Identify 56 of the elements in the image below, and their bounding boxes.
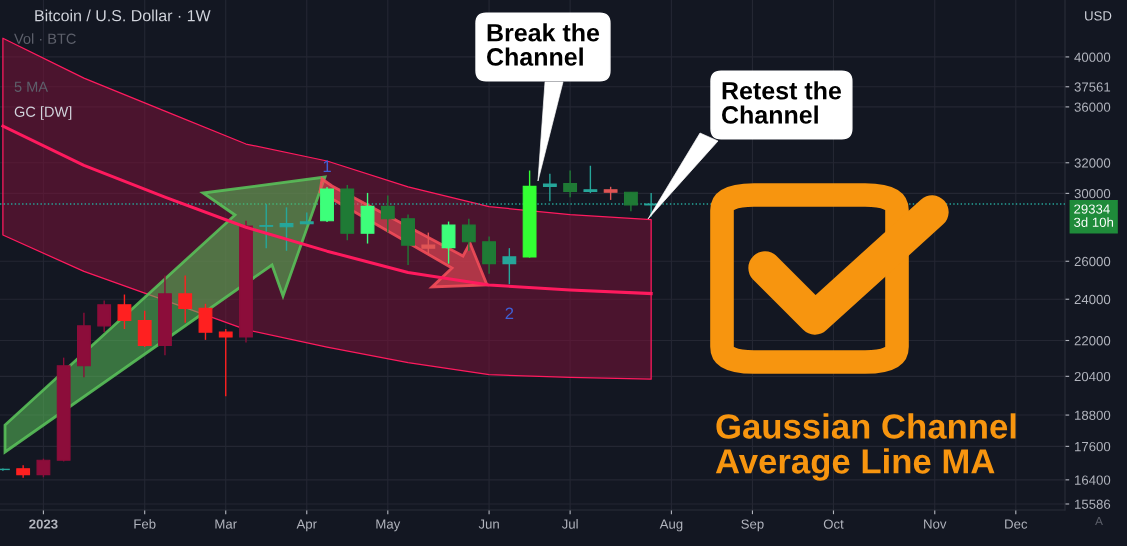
candlestick — [542, 173, 557, 203]
annotation: 2 — [505, 307, 514, 320]
y-tick-label: 40000 — [1074, 52, 1111, 62]
x-tick-label: 2023 — [29, 519, 58, 529]
annotation: 5 MA — [14, 81, 49, 92]
candlestick — [421, 231, 436, 255]
x-tick-label: Jun — [478, 519, 499, 529]
y-tick-label: 18800 — [1075, 410, 1111, 420]
annotation: GC [DW] — [14, 106, 72, 120]
y-tick-label: 30000 — [1074, 188, 1111, 199]
line-series — [1, 124, 653, 296]
annotation: Break the Channel — [487, 23, 600, 66]
candlestick — [623, 191, 638, 212]
candlestick — [117, 293, 132, 330]
candlestick — [178, 274, 193, 324]
y-tick-label: 26000 — [1074, 256, 1111, 267]
x-tick-label: May — [376, 519, 401, 532]
candlestick — [97, 299, 112, 333]
text: A — [1095, 516, 1103, 526]
candlestick — [502, 247, 517, 285]
x-tick-label: Sep — [741, 519, 764, 532]
x-tick-label: Mar — [215, 519, 237, 529]
text: USD — [1085, 11, 1112, 21]
x-tick-label: Dec — [1005, 519, 1028, 529]
candlestick — [279, 206, 294, 252]
y-tick-label: 37561 — [1074, 82, 1111, 92]
y-tick-label: 36000 — [1074, 102, 1111, 112]
y-tick-label: 17600 — [1075, 441, 1111, 452]
annotation: Retest the Channel — [722, 81, 842, 124]
y-tick-label: 20400 — [1074, 371, 1111, 382]
candlestick — [482, 235, 497, 275]
chart-title: Bitcoin / U.S. Dollar · 1W — [35, 9, 211, 22]
candlestick — [218, 328, 233, 397]
ref-line-label: 29334 3d 10h — [1074, 204, 1114, 227]
x-tick-label: Jul — [561, 519, 578, 529]
x-tick-label: Feb — [134, 519, 156, 529]
x-tick-label: Oct — [823, 519, 844, 529]
x-tick-label: Apr — [296, 519, 317, 532]
candlestick — [198, 303, 213, 341]
y-tick-label: 22000 — [1074, 336, 1111, 346]
annotation: Gaussian Channel Average Line MA — [715, 413, 1016, 481]
candlestick — [563, 169, 578, 198]
y-tick-label: 16400 — [1075, 475, 1111, 485]
y-tick-label: 24000 — [1074, 294, 1111, 305]
candlestick — [583, 165, 598, 194]
y-tick-label: 15586 — [1075, 499, 1111, 509]
annotation: 1 — [323, 160, 331, 172]
x-tick-label: Nov — [924, 519, 947, 529]
candlestick — [441, 220, 456, 265]
y-tick-label: 32000 — [1074, 158, 1111, 168]
candlestick — [461, 218, 476, 252]
candlestick — [36, 457, 51, 478]
x-tick-label: Aug — [659, 519, 683, 532]
candlestick — [380, 194, 395, 234]
annotation: Vol · BTC — [14, 33, 76, 44]
candlestick — [644, 192, 659, 218]
